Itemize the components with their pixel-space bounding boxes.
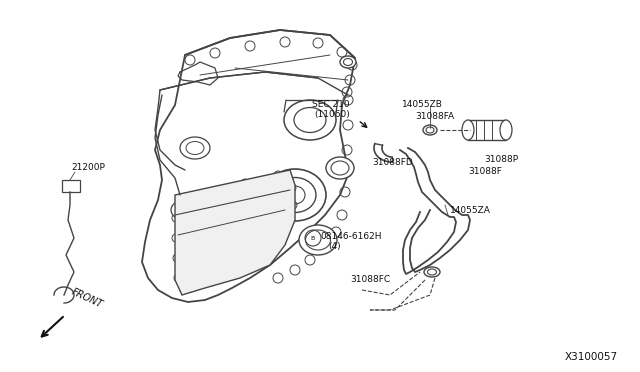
Ellipse shape <box>171 200 199 220</box>
FancyBboxPatch shape <box>62 180 80 192</box>
Ellipse shape <box>423 125 437 135</box>
Ellipse shape <box>340 56 356 68</box>
Text: 14055ZB: 14055ZB <box>402 100 443 109</box>
Text: 21200P: 21200P <box>71 163 105 172</box>
Text: B: B <box>311 235 315 241</box>
Text: 14055ZA: 14055ZA <box>450 205 491 215</box>
Text: X3100057: X3100057 <box>565 352 618 362</box>
Text: SEC 210
(11060): SEC 210 (11060) <box>312 100 350 119</box>
Text: 08146-6162H: 08146-6162H <box>320 232 381 241</box>
Text: 31088P: 31088P <box>484 155 518 164</box>
Ellipse shape <box>299 225 337 255</box>
Ellipse shape <box>462 120 474 140</box>
Ellipse shape <box>180 137 210 159</box>
Text: 31088FD: 31088FD <box>372 158 413 167</box>
Ellipse shape <box>264 169 326 221</box>
Text: FRONT: FRONT <box>70 287 104 310</box>
Ellipse shape <box>500 120 512 140</box>
Text: (4): (4) <box>328 242 340 251</box>
Ellipse shape <box>424 267 440 277</box>
Polygon shape <box>175 170 295 295</box>
FancyBboxPatch shape <box>468 120 506 140</box>
Text: 31088F: 31088F <box>468 167 502 176</box>
Text: 31088FA: 31088FA <box>415 112 454 121</box>
Polygon shape <box>142 30 355 302</box>
Ellipse shape <box>284 100 336 140</box>
Ellipse shape <box>326 157 354 179</box>
Text: 31088FC: 31088FC <box>350 275 390 284</box>
